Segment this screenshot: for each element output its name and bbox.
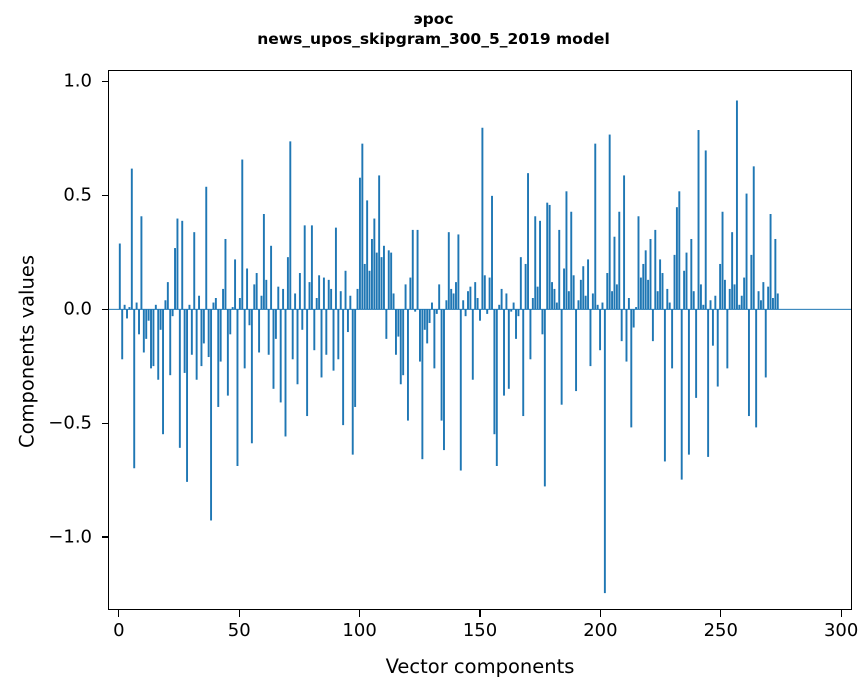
x-tick-mark <box>359 610 361 617</box>
x-tick-mark <box>238 610 240 617</box>
x-tick-label: 150 <box>462 620 498 641</box>
x-tick-mark <box>599 610 601 617</box>
x-tick-label: 300 <box>823 620 859 641</box>
x-axis-label: Vector components <box>385 655 575 678</box>
x-tick-mark <box>118 610 120 617</box>
plot-axes <box>108 70 852 610</box>
x-tick-label: 250 <box>703 620 738 641</box>
x-tick-label: 100 <box>342 620 377 641</box>
x-tick-label: 50 <box>227 620 251 641</box>
y-axis-label: Components values <box>15 255 39 448</box>
x-tick-mark <box>720 610 722 617</box>
bar-series <box>109 100 851 594</box>
x-tick-label: 0 <box>113 620 125 641</box>
chart-title-line-1: эрос <box>413 10 454 28</box>
x-tick-label: 200 <box>583 620 618 641</box>
x-tick-mark <box>479 610 481 617</box>
chart-title-line-2: news_upos_skipgram_300_5_2019 model <box>257 29 610 48</box>
x-tick-mark <box>840 610 842 617</box>
chart-title: эрос news_upos_skipgram_300_5_2019 model <box>0 10 867 50</box>
